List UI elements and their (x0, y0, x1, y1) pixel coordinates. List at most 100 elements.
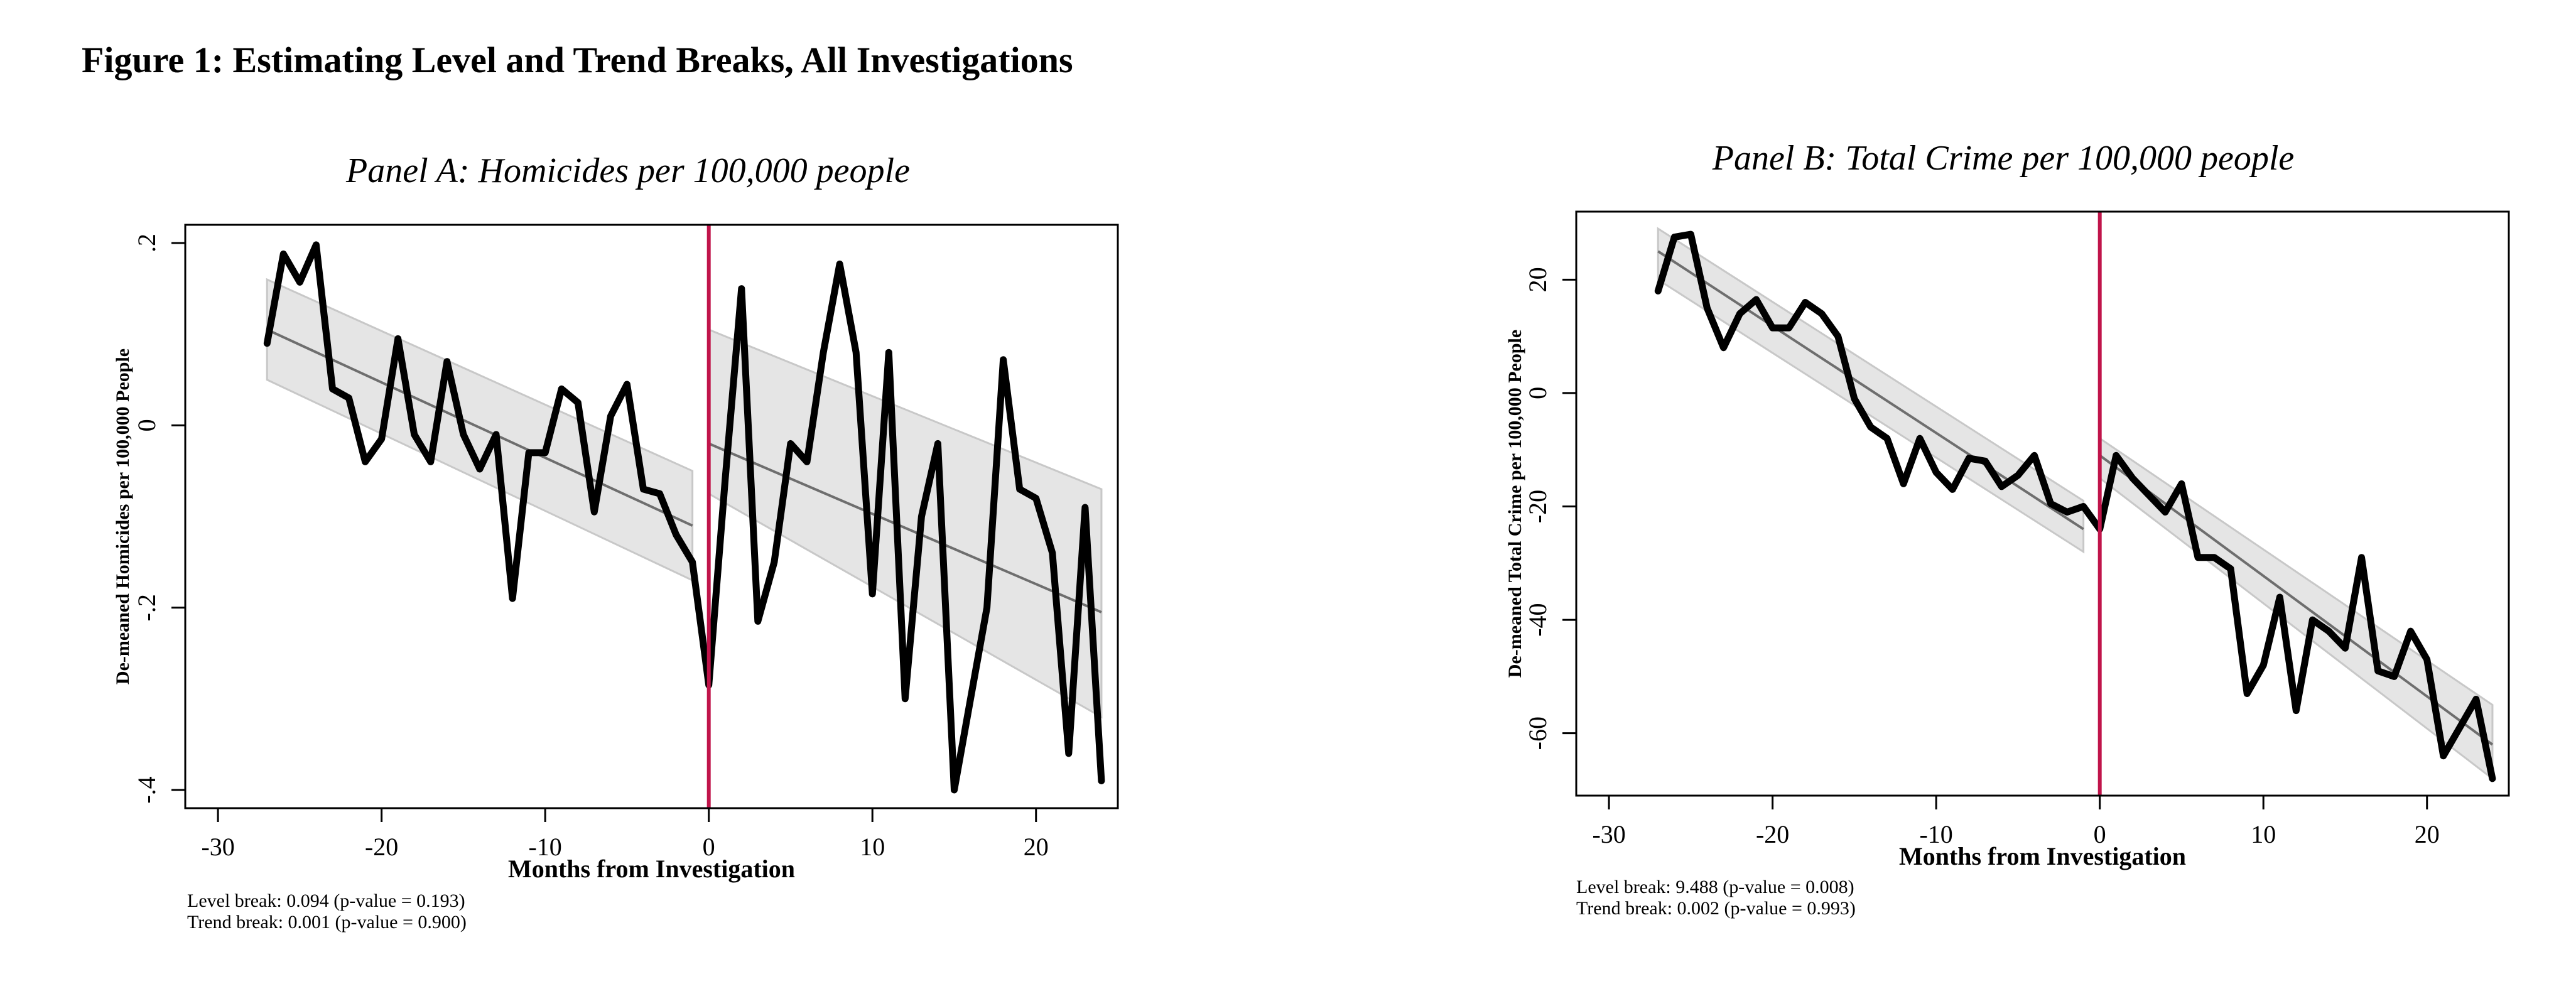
panel-a-data-point (512, 598, 513, 599)
panel-b-trend-line-pre (1657, 250, 2084, 531)
panel-b-data-point (2067, 512, 2068, 513)
panel-a-data-point (921, 516, 922, 517)
panel-a-data-point (888, 352, 889, 353)
panel-a-data-point (398, 338, 399, 339)
panel-b-data-point (2345, 647, 2346, 649)
panel-a-data-point (528, 452, 529, 453)
panel-b-data-point (1805, 302, 1806, 303)
panel-a-y-tick-label: -.4 (133, 776, 161, 803)
panel-b-data-point (2083, 506, 2084, 507)
panel-a-y-tick-label: 0 (133, 419, 161, 431)
panel-a-data-point (987, 607, 988, 608)
panel-b-x-tick-label: 10 (2251, 820, 2276, 848)
panel-b-x-tick-label: -30 (1592, 820, 1625, 848)
panel-b-data-point (2132, 477, 2133, 478)
panel-b-data-point (1968, 458, 1969, 459)
panel-b-data-point (2017, 475, 2018, 476)
panel-b-data-point (2328, 630, 2329, 632)
panel-b-y-tick-label: -20 (1523, 490, 1552, 523)
panel-a-data-point (544, 452, 546, 453)
panel-b-data-point (1740, 313, 1741, 315)
panel-a-trend-break-note: Trend break: 0.001 (p-value = 0.900) (187, 912, 467, 933)
panel-b-data-point (1772, 327, 1773, 328)
panel-a-data-point (283, 253, 284, 254)
panel-a-data-point (1101, 781, 1102, 782)
panel-b-y-tick-label: 0 (1523, 387, 1552, 399)
panel-a-confidence-band-pre (266, 278, 694, 582)
panel-b-y-tick-label: -60 (1523, 716, 1552, 750)
panel-a-data-point (495, 434, 497, 435)
panel-b-x-tick-label: 20 (2415, 820, 2440, 848)
panel-a-data-point (1052, 553, 1053, 554)
panel-a-data-point (446, 361, 448, 362)
panel-b-data-point (2050, 503, 2052, 504)
panel-b-title: Panel B: Total Crime per 100,000 people (1712, 139, 2295, 178)
panel-b-data-point (2214, 557, 2215, 558)
panel-b-data-point (2427, 659, 2428, 660)
figure-title: Figure 1: Estimating Level and Trend Bre… (82, 40, 1073, 80)
panel-a-data-point (692, 561, 693, 563)
panel-a-data-point (315, 244, 317, 246)
panel-a-x-axis-label: Months from Investigation (508, 855, 795, 883)
panel-a-notes: Level break: 0.094 (p-value = 0.193) Tre… (187, 890, 467, 933)
panel-a-data-point (839, 263, 840, 264)
panel-b-data-point (2181, 483, 2182, 484)
panel-a-data-point (855, 352, 857, 353)
panel-a-title: Panel A: Homicides per 100,000 people (346, 151, 910, 190)
panel-b-data-point (1690, 234, 1691, 235)
panel-a-x-tick-label: 0 (703, 833, 715, 861)
panel-b-confidence-band-post (2099, 436, 2494, 781)
panel-a-data-point (332, 388, 333, 389)
panel-a-x-tick-label: 10 (860, 833, 885, 861)
panel-a-data-point (954, 789, 955, 791)
panel-b-data-point (2263, 664, 2264, 666)
panel-a-series-line (263, 241, 1105, 794)
panel-a-data-point (365, 461, 366, 462)
panel-b-data-point (1854, 398, 1855, 399)
panel-b-data-point (2279, 597, 2280, 598)
panel-a-data-point (741, 288, 742, 289)
panel-b-data-point (1886, 438, 1888, 439)
panel-a-data-point (266, 343, 268, 344)
panel-b-data-point (2312, 619, 2313, 620)
panel-b-data-point (2492, 778, 2493, 779)
panel-a-plot: -30 -20 -10 0 10 20 .2 0 -.2 -.4 Months from Inves… (112, 224, 1119, 883)
panel-b-data-point (2459, 727, 2460, 728)
panel-a-data-point (757, 620, 759, 622)
panel-a-data-point (349, 397, 350, 399)
panel-b-data-point (2361, 557, 2362, 558)
panel-b-data-point (2443, 755, 2444, 757)
panel-a-data-point (774, 561, 775, 563)
panel-b-data-point (2165, 512, 2166, 513)
panel-b-data-point (2295, 710, 2297, 711)
panel-b-data-point (2246, 693, 2248, 695)
panel-b-data-point (2230, 568, 2231, 570)
panel-b-data-point (2001, 486, 2002, 487)
panel-a-data-point (593, 511, 595, 512)
panel-a-data-point (1068, 753, 1069, 754)
panel-a-data-point (676, 534, 677, 536)
panel-a-x-tick-label: 20 (1024, 833, 1049, 861)
panel-a-data-point (643, 489, 644, 490)
panel-a-data-point (904, 698, 906, 700)
panel-a-data-point (1085, 507, 1086, 508)
panel-b-data-point (1756, 299, 1757, 300)
panel-b-data-point (1657, 290, 1659, 291)
panel-b-level-break-note: Level break: 9.488 (p-value = 0.008) (1576, 877, 1854, 897)
panel-a-data-point (659, 493, 661, 494)
panel-b-data-point (1789, 327, 1790, 328)
panel-a-y-tick-label: -.2 (133, 594, 161, 621)
panel-a-x-tick-label: -20 (365, 833, 398, 861)
panel-a-data-point (823, 352, 824, 353)
panel-b-trend-line-post (2099, 454, 2494, 746)
panel-a-trend-line-pre (266, 328, 693, 527)
panel-b-data-point (1903, 483, 1904, 484)
panel-b-data-point (1723, 347, 1724, 349)
panel-b-data-point (1870, 426, 1871, 428)
panel-b-data-point (1837, 336, 1839, 337)
panel-a-y-axis-label: De-meaned Homicides per 100,000 People (112, 349, 133, 684)
panel-b-data-point (2476, 699, 2477, 700)
panel-a-data-point (937, 443, 938, 444)
panel-b-plot-frame (1575, 210, 2510, 797)
panel-a-data-point (1036, 498, 1037, 499)
